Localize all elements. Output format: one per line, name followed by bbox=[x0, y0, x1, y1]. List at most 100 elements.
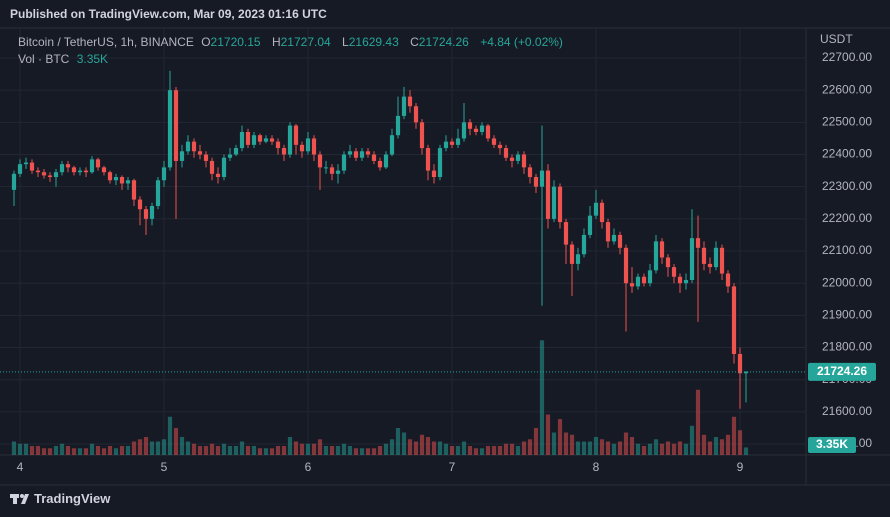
volume-bar bbox=[425, 437, 431, 455]
candle-body bbox=[47, 175, 53, 178]
volume-bar bbox=[629, 437, 635, 455]
candle-body bbox=[413, 106, 419, 123]
volume-bar bbox=[725, 434, 731, 455]
candle-body bbox=[443, 141, 449, 149]
volume-bar bbox=[23, 443, 29, 455]
x-tick-label: 9 bbox=[737, 460, 744, 474]
volume-bar bbox=[671, 443, 677, 455]
last-price-tag bbox=[808, 362, 876, 381]
candle-body bbox=[155, 180, 161, 206]
candle-body bbox=[119, 177, 125, 184]
volume-bar bbox=[299, 443, 305, 455]
volume-bar bbox=[569, 434, 575, 455]
ohlc-letter: O bbox=[201, 35, 211, 49]
logo-part bbox=[20, 494, 24, 498]
volume-bar bbox=[731, 416, 737, 455]
volume-bar bbox=[431, 441, 437, 455]
candle-body bbox=[713, 247, 719, 268]
candle-body bbox=[95, 159, 101, 168]
y-tick-label: 22600.00 bbox=[822, 82, 872, 96]
candle-body bbox=[131, 180, 137, 200]
candle-body bbox=[377, 160, 383, 168]
volume-bar bbox=[707, 441, 713, 455]
candle-body bbox=[539, 170, 545, 187]
candle-body bbox=[419, 122, 425, 149]
tradingview-logo bbox=[10, 494, 29, 504]
candle-body bbox=[665, 257, 671, 268]
volume-bar bbox=[539, 340, 545, 455]
candle-body bbox=[491, 138, 497, 145]
y-tick-label: 22700.00 bbox=[822, 50, 872, 64]
candle-body bbox=[329, 167, 335, 174]
candle-body bbox=[287, 125, 293, 155]
candle-body bbox=[485, 125, 491, 139]
volume-bar bbox=[179, 437, 185, 455]
ohlc-value: 21720.15 bbox=[210, 35, 261, 49]
volume-bar bbox=[437, 441, 443, 455]
candle-body bbox=[467, 122, 473, 129]
candle-body bbox=[503, 148, 509, 158]
volume-bar bbox=[743, 447, 749, 455]
candle-body bbox=[197, 151, 203, 155]
volume-bar bbox=[677, 441, 683, 455]
volume-bar bbox=[305, 443, 311, 455]
candle-body bbox=[695, 238, 701, 248]
volume-bar bbox=[287, 437, 293, 455]
candle-body bbox=[497, 144, 503, 149]
volume-bar bbox=[581, 441, 587, 455]
volume-bar bbox=[149, 441, 155, 455]
candle-body bbox=[233, 148, 239, 155]
candle-body bbox=[389, 135, 395, 155]
candle-body bbox=[677, 276, 683, 284]
candle-body bbox=[107, 172, 113, 181]
candle-body bbox=[707, 263, 713, 268]
volume-bar bbox=[167, 416, 173, 455]
volume-bar bbox=[137, 439, 143, 455]
candle-body bbox=[557, 186, 563, 223]
symbol: Bitcoin / TetherUS, 1h, BINANCE bbox=[18, 35, 194, 49]
candle-body bbox=[209, 160, 215, 174]
candle-body bbox=[353, 151, 359, 158]
candle-body bbox=[311, 138, 317, 155]
volume-bar bbox=[323, 446, 329, 455]
candle-body bbox=[185, 141, 191, 152]
candle-body bbox=[125, 180, 131, 184]
y-tick-label: 21900.00 bbox=[822, 308, 872, 322]
candle-body bbox=[575, 254, 581, 264]
candle-body bbox=[221, 157, 227, 178]
candle-body bbox=[659, 241, 665, 258]
volume-bar bbox=[125, 446, 131, 455]
volume-bar bbox=[683, 443, 689, 455]
candle-body bbox=[113, 177, 119, 181]
volume-bar bbox=[557, 419, 563, 455]
candle-body bbox=[323, 167, 329, 169]
candle-body bbox=[533, 177, 539, 187]
candle-body bbox=[515, 154, 521, 161]
y-tick-label: 21600.00 bbox=[822, 404, 872, 418]
candle-body bbox=[569, 244, 575, 264]
volume-bar bbox=[383, 443, 389, 455]
volume-bar bbox=[467, 446, 473, 455]
candle-body bbox=[551, 186, 557, 219]
volume-bar bbox=[107, 446, 113, 455]
candle-body bbox=[275, 141, 281, 149]
volume-bar bbox=[395, 428, 401, 455]
volume-bar bbox=[131, 441, 137, 455]
volume-bar bbox=[485, 446, 491, 455]
candle-body bbox=[203, 154, 209, 161]
volume-bar bbox=[113, 448, 119, 455]
volume-tag-label: 3.35K bbox=[816, 437, 848, 451]
volume-bar bbox=[455, 446, 461, 455]
volume-tag bbox=[808, 437, 856, 453]
volume-bar bbox=[119, 446, 125, 455]
volume-bar bbox=[203, 446, 209, 455]
candle-body bbox=[251, 135, 257, 145]
volume-bar bbox=[527, 439, 533, 455]
candle-body bbox=[425, 148, 431, 171]
candle-body bbox=[479, 125, 485, 132]
candle-body bbox=[401, 96, 407, 116]
brand: TradingView bbox=[34, 491, 111, 506]
volume-bar bbox=[359, 448, 365, 455]
candle-body bbox=[719, 247, 725, 274]
candle-body bbox=[383, 154, 389, 168]
